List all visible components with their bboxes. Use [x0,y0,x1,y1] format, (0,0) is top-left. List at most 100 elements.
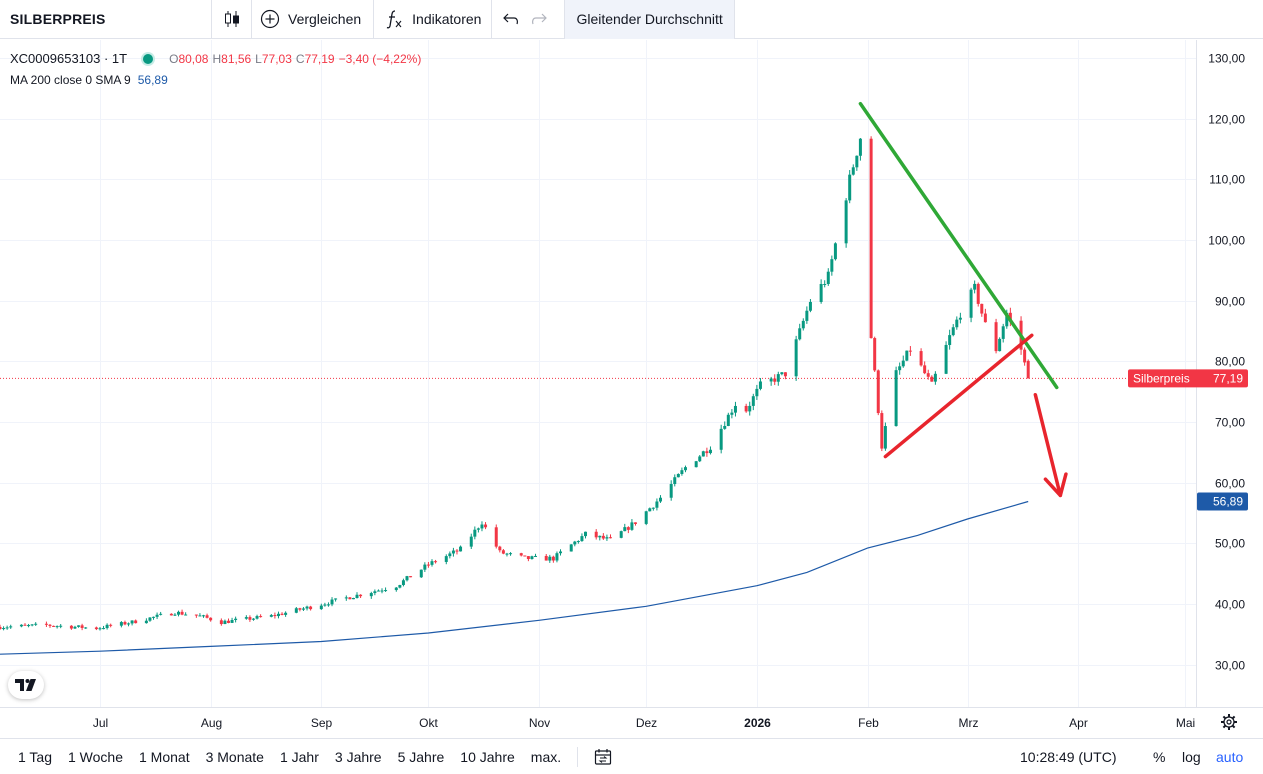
range-button[interactable]: max. [530,748,562,765]
candle-body [448,553,452,557]
candle-body [733,405,737,413]
candle-body [134,620,138,624]
candle-body [284,612,288,615]
candle-body [758,381,762,389]
candle-body [155,614,159,617]
candle-body [869,138,873,339]
clock[interactable]: 10:28:49 (UTC) [1020,749,1117,765]
candle-body [244,617,248,619]
candle-body [1001,326,1005,339]
candle-body [883,426,887,449]
gear-icon[interactable] [1221,714,1237,730]
candle-body [569,544,573,552]
range-button[interactable]: 1 Jahr [279,748,319,765]
candle-body [169,613,173,616]
candle-body [498,546,502,551]
plus-circle-icon [260,9,280,29]
price-tick-label: 100,00 [1208,234,1245,248]
candle-body [80,625,84,628]
time-scale[interactable]: Jul Aug Sep Okt Nov Dez 2026 Feb Mrz Apr Mai [93,716,1195,730]
candle-body [730,412,734,415]
candle-body [44,623,48,625]
auto-scale-button[interactable]: auto [1216,749,1244,765]
range-button[interactable]: 1 Tag [18,748,52,765]
range-button[interactable]: 1 Woche [68,748,123,765]
range-button[interactable]: 3 Jahre [334,748,382,765]
candle-body [102,628,106,630]
time-tick-label: Mai [1176,716,1195,730]
candle-body [509,553,513,555]
candle-body [680,470,684,474]
tradingview-logo[interactable] [8,671,44,699]
log-scale-button[interactable]: log [1182,749,1201,765]
price-tick-label: 60,00 [1215,477,1245,491]
price-tick-label: 90,00 [1215,295,1245,309]
candle-body [376,590,380,592]
candle-body [605,537,609,539]
candle-body [548,556,552,561]
candle-body [473,529,477,537]
candle-body [27,625,31,627]
candle-body [948,335,952,345]
candle-body [84,627,88,629]
candle-body [177,611,181,615]
candle-body [484,524,488,528]
candle-body [955,319,959,328]
percent-scale-button[interactable]: % [1153,749,1166,765]
market-status-dot[interactable] [143,53,154,64]
candle-body [298,608,302,610]
moving-average-indicator-tag[interactable]: Gleitender Durchschnitt [565,0,735,39]
range-button[interactable]: 1 Monat [139,748,190,765]
candle-body [658,497,662,502]
go-to-date-button[interactable] [586,748,620,766]
price-chart[interactable]: 30,00 40,00 50,00 60,00 70,00 80,00 90,00 100,0… [0,40,1263,737]
candle-body [584,531,588,537]
range-button[interactable]: 3 Monate [205,748,264,765]
symbol-search-button[interactable]: SILBERPREIS [0,0,212,39]
compare-button[interactable]: Vergleichen [252,0,375,39]
candle-body [398,585,402,588]
lower-trendline[interactable] [883,333,1034,459]
candle-body [980,303,984,314]
ma-legend[interactable]: MA 200 close 0 SMA 9 56,89 [10,73,421,87]
range-button[interactable]: 10 Jahre [460,748,515,765]
candle-body [94,627,98,630]
down-arrow-head[interactable] [1043,472,1068,498]
price-tick-label: 120,00 [1208,113,1245,127]
candle-body [944,344,948,374]
price-tick-label: 50,00 [1215,537,1245,551]
candle-body [555,553,559,561]
candle-body [794,339,798,377]
candle-body [230,619,234,623]
candle-body [319,605,323,610]
candle-body [434,561,438,563]
upper-trendline[interactable] [858,101,1059,390]
close-key: C [295,51,305,66]
undo-icon[interactable] [502,12,520,26]
candle-body [673,477,677,485]
legend-symbol[interactable]: XC0009653103 · 1T [10,51,128,66]
down-arrow-shaft[interactable] [1033,392,1063,498]
close-value: 77,19 [304,51,335,66]
candle-body [330,599,334,605]
chart-type-button[interactable] [212,0,252,39]
price-scale[interactable]: 30,00 40,00 50,00 60,00 70,00 80,00 90,00 100,0… [1208,52,1245,673]
candle-body [559,551,563,554]
candle-body [419,569,423,578]
candle-body [594,531,598,538]
candle-body [1005,312,1009,327]
candle-body [751,396,755,406]
candle-body [698,456,702,462]
candle-body [234,618,238,620]
redo-icon[interactable] [530,12,548,26]
candle-body [494,527,498,547]
candle-body [226,620,230,623]
candle-body [723,425,727,429]
indicators-button[interactable]: Indikatoren [374,0,493,39]
candle-body [530,556,534,560]
candle-body [655,501,659,508]
candle-body [808,301,812,311]
candle-body [773,378,777,382]
range-button[interactable]: 5 Jahre [397,748,445,765]
candle-body [280,613,284,615]
